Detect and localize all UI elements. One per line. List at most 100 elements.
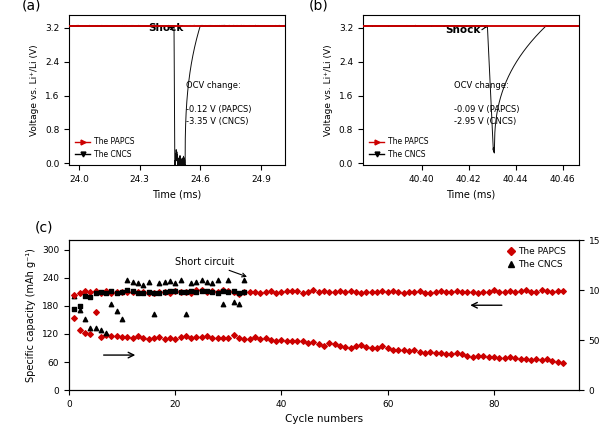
Point: [452, 287, 461, 294]
Text: (c): (c): [35, 220, 53, 234]
Point: [319, 343, 329, 350]
Point: [144, 289, 154, 296]
Point: [325, 289, 334, 296]
Point: [484, 288, 493, 295]
Point: [234, 334, 244, 341]
Point: [239, 276, 249, 283]
Point: [96, 289, 106, 296]
Point: [170, 280, 180, 287]
Point: [457, 289, 467, 296]
Point: [208, 289, 217, 296]
Point: [293, 337, 302, 344]
Point: [526, 357, 536, 364]
Point: [330, 341, 340, 348]
Point: [442, 351, 451, 358]
Point: [181, 289, 191, 296]
Point: [542, 288, 552, 295]
Point: [139, 334, 148, 341]
Point: [367, 289, 377, 296]
Point: [91, 288, 100, 295]
Point: [176, 276, 185, 283]
Point: [511, 355, 520, 362]
Point: [101, 332, 111, 339]
Point: [479, 352, 488, 359]
Point: [224, 289, 233, 296]
Point: [144, 279, 154, 286]
Point: [96, 327, 106, 334]
Point: [245, 288, 254, 295]
Point: [346, 288, 355, 295]
Point: [229, 288, 238, 295]
Y-axis label: Voltage vs. Li⁺/Li (V): Voltage vs. Li⁺/Li (V): [31, 44, 40, 136]
Point: [553, 287, 563, 294]
Point: [144, 336, 154, 343]
Point: [521, 287, 530, 294]
Text: Shock: Shock: [148, 23, 183, 33]
Point: [91, 290, 100, 296]
Point: [70, 306, 79, 313]
Point: [256, 289, 265, 296]
Point: [468, 354, 478, 361]
Point: [128, 279, 137, 286]
Point: [224, 334, 233, 341]
Point: [85, 294, 95, 301]
Point: [266, 288, 275, 295]
Point: [303, 289, 313, 296]
Point: [303, 339, 313, 346]
X-axis label: Cycle numbers: Cycle numbers: [285, 415, 363, 425]
Point: [330, 289, 340, 296]
Point: [85, 324, 95, 331]
Point: [160, 336, 169, 343]
Point: [239, 335, 249, 342]
Point: [335, 288, 345, 295]
Point: [187, 334, 196, 341]
Point: [139, 289, 148, 296]
Point: [463, 289, 472, 296]
Point: [277, 336, 286, 343]
X-axis label: Time (ms): Time (ms): [446, 190, 496, 200]
Point: [139, 288, 148, 295]
Point: [234, 290, 244, 297]
Point: [80, 288, 90, 295]
Point: [213, 290, 223, 297]
Point: [191, 279, 201, 286]
Point: [340, 343, 350, 350]
Point: [160, 289, 169, 296]
Point: [261, 335, 271, 342]
Point: [122, 288, 132, 295]
Point: [308, 339, 318, 346]
Point: [250, 288, 260, 295]
Text: OCV change:

-0.12 V (PAPCS)
-3.35 V (CNCS): OCV change: -0.12 V (PAPCS) -3.35 V (CNC…: [185, 81, 251, 126]
Point: [112, 333, 122, 340]
Point: [91, 324, 100, 331]
Point: [176, 334, 185, 341]
Y-axis label: Voltage vs. Li⁺/Li (V): Voltage vs. Li⁺/Li (V): [324, 44, 333, 136]
Point: [442, 288, 451, 295]
Point: [122, 287, 132, 294]
Point: [165, 278, 175, 285]
Point: [218, 287, 228, 294]
Point: [197, 334, 206, 341]
Point: [224, 276, 233, 283]
Point: [234, 290, 244, 297]
Point: [112, 289, 122, 296]
Point: [75, 327, 85, 334]
Point: [155, 290, 164, 296]
Point: [261, 289, 271, 296]
Point: [101, 330, 111, 337]
Point: [537, 356, 547, 363]
Point: [473, 353, 483, 360]
Point: [356, 289, 366, 296]
Point: [170, 335, 180, 342]
Point: [133, 333, 143, 340]
Point: [213, 276, 223, 283]
Point: [373, 344, 382, 351]
Text: OCV change:

-0.09 V (PAPCS)
-2.95 V (CNCS): OCV change: -0.09 V (PAPCS) -2.95 V (CNC…: [454, 81, 519, 126]
Point: [149, 289, 159, 296]
Point: [191, 288, 201, 295]
Legend: The PAPCS, The CNCS: The PAPCS, The CNCS: [367, 135, 431, 161]
Point: [256, 336, 265, 343]
Point: [96, 333, 106, 340]
Point: [308, 286, 318, 293]
Point: [431, 288, 440, 295]
